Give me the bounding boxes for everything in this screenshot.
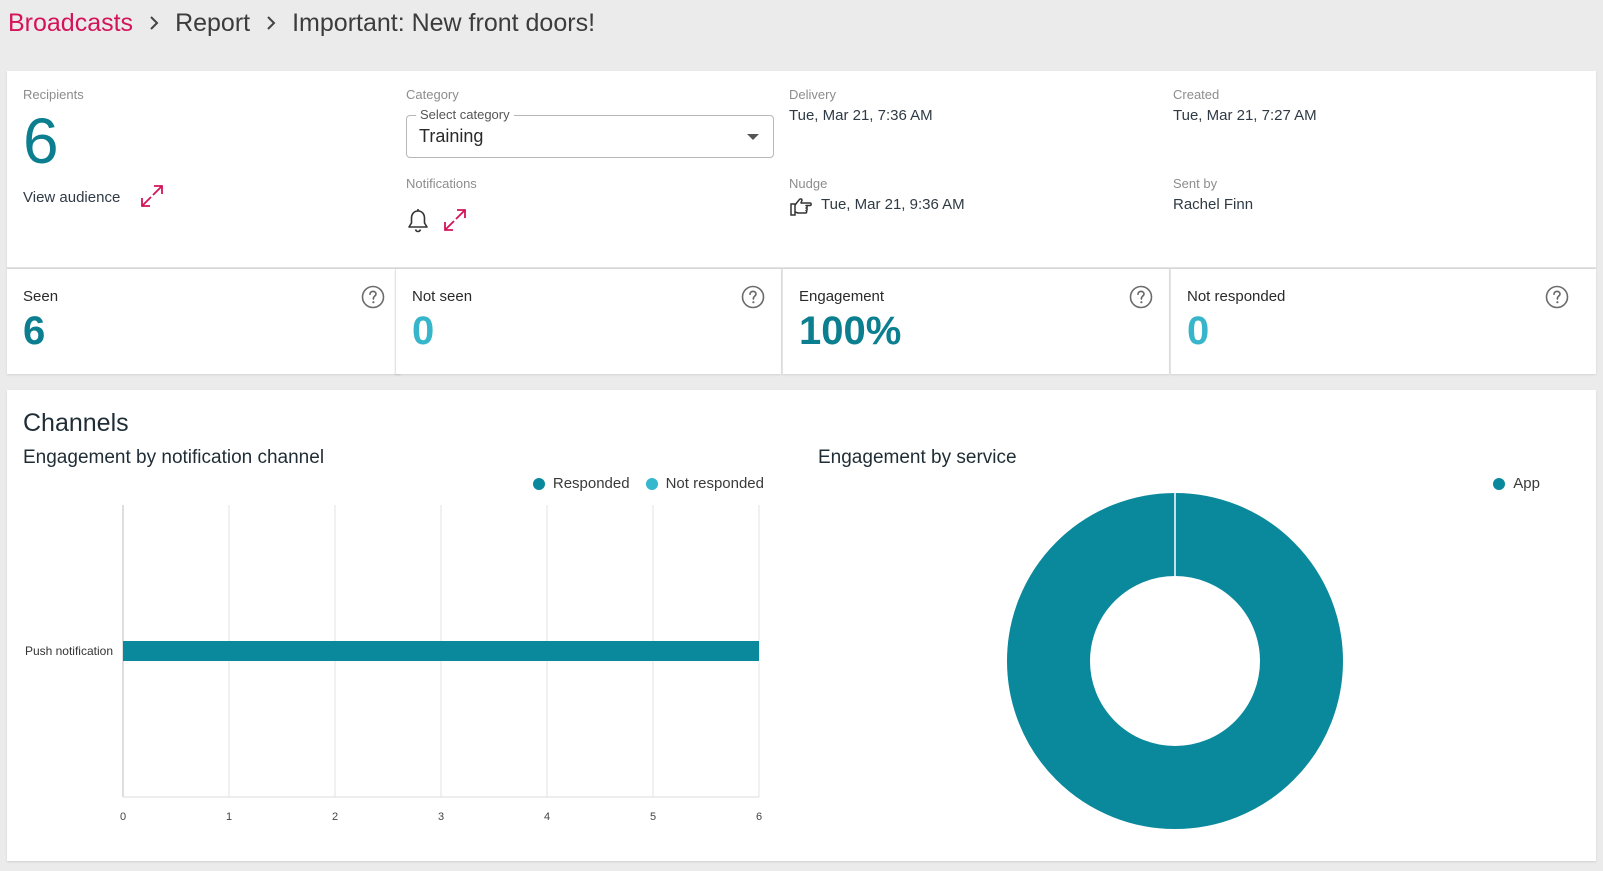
stat-not-seen-label: Not seen [412, 288, 473, 305]
created-value: Tue, Mar 21, 7:27 AM [1173, 107, 1317, 124]
breadcrumb-broadcasts-link[interactable]: Broadcasts [8, 8, 134, 37]
stat-seen: Seen 6 [7, 269, 401, 374]
help-icon[interactable] [361, 285, 385, 309]
x-tick-label: 6 [756, 811, 762, 823]
pie-chart-title: Engagement by service [818, 447, 1017, 468]
legend-item-app[interactable]: App [1493, 475, 1540, 492]
y-category-label: Push notification [25, 644, 113, 658]
stats-row: Seen 6 Not seen 0 Engagement 100% Not re… [7, 269, 1596, 374]
stat-seen-label: Seen [23, 288, 59, 305]
stat-engagement-label: Engagement [799, 288, 885, 305]
notifications-label: Notifications [406, 176, 477, 191]
sent-by-label: Sent by [1173, 176, 1218, 191]
stat-not-responded-label: Not responded [1187, 288, 1286, 305]
bell-icon [406, 208, 430, 239]
category-label: Category [406, 87, 459, 102]
breadcrumb-current: Important: New front doors! [292, 8, 596, 37]
nudge-value: Tue, Mar 21, 9:36 AM [821, 196, 965, 213]
breadcrumb-report-link[interactable]: Report [175, 8, 251, 37]
bar-chart-legend: Responded Not responded [517, 475, 764, 492]
legend-label: Not responded [665, 475, 764, 492]
recipients-label: Recipients [23, 87, 84, 102]
delivery-value: Tue, Mar 21, 7:36 AM [789, 107, 933, 124]
breadcrumb: Broadcasts Report Important: New front d… [8, 6, 595, 40]
x-tick-label: 2 [332, 811, 338, 823]
created-column: Created Tue, Mar 21, 7:27 AM Sent by Rac… [1173, 71, 1573, 267]
stat-not-responded: Not responded 0 [1170, 269, 1596, 374]
pointing-hand-icon [789, 195, 813, 222]
nudge-label: Nudge [789, 176, 828, 191]
legend-item-responded[interactable]: Responded [532, 475, 630, 492]
channels-card: Channels Engagement by notification chan… [7, 390, 1596, 861]
help-icon[interactable] [1545, 285, 1569, 309]
expand-icon[interactable] [441, 206, 469, 239]
donut-chart [1007, 493, 1343, 829]
x-tick-label: 3 [438, 811, 444, 823]
legend-dot [645, 477, 658, 490]
view-audience-link[interactable]: View audience [23, 189, 121, 206]
bar-chart: 0 1 2 3 4 5 6 Push notification [25, 505, 762, 823]
bar-responded[interactable] [123, 641, 759, 661]
delivery-column: Delivery Tue, Mar 21, 7:36 AM Nudge Tue,… [789, 71, 1173, 267]
expand-icon[interactable] [138, 182, 166, 215]
stat-engagement-value: 100% [799, 309, 902, 353]
category-select-value: Training [419, 126, 484, 146]
stat-not-seen-value: 0 [412, 309, 435, 353]
select-category-legend: Select category [416, 107, 514, 122]
x-tick-label: 4 [544, 811, 550, 823]
legend-label: Responded [552, 475, 630, 492]
bar-chart-title: Engagement by notification channel [23, 447, 325, 468]
pie-chart-legend: App [1477, 475, 1540, 492]
stat-not-seen: Not seen 0 [395, 269, 781, 374]
sent-by-value: Rachel Finn [1173, 196, 1254, 213]
x-tick-label: 1 [226, 811, 232, 823]
x-tick-label: 0 [120, 811, 126, 823]
recipients-count: 6 [23, 105, 59, 177]
legend-dot [532, 477, 545, 490]
stat-seen-value: 6 [23, 309, 46, 353]
broadcast-info-card: Recipients 6 View audience Category Sele… [7, 71, 1596, 268]
legend-label: App [1513, 475, 1540, 492]
delivery-label: Delivery [789, 87, 836, 102]
chevron-right-icon [266, 15, 276, 31]
category-column: Category Select category Training Notifi… [406, 71, 790, 267]
dropdown-arrow-icon [747, 134, 759, 140]
help-icon[interactable] [741, 285, 765, 309]
chevron-right-icon [149, 15, 159, 31]
channels-title: Channels [23, 409, 129, 437]
recipients-column: Recipients 6 View audience [7, 71, 391, 267]
legend-item-not-responded[interactable]: Not responded [645, 475, 764, 492]
x-tick-label: 5 [650, 811, 656, 823]
legend-dot [1493, 477, 1506, 490]
stat-not-responded-value: 0 [1187, 309, 1210, 353]
created-label: Created [1173, 87, 1220, 102]
stat-engagement: Engagement 100% [782, 269, 1169, 374]
category-select[interactable]: Select category Training [406, 107, 774, 158]
help-icon[interactable] [1129, 285, 1153, 309]
